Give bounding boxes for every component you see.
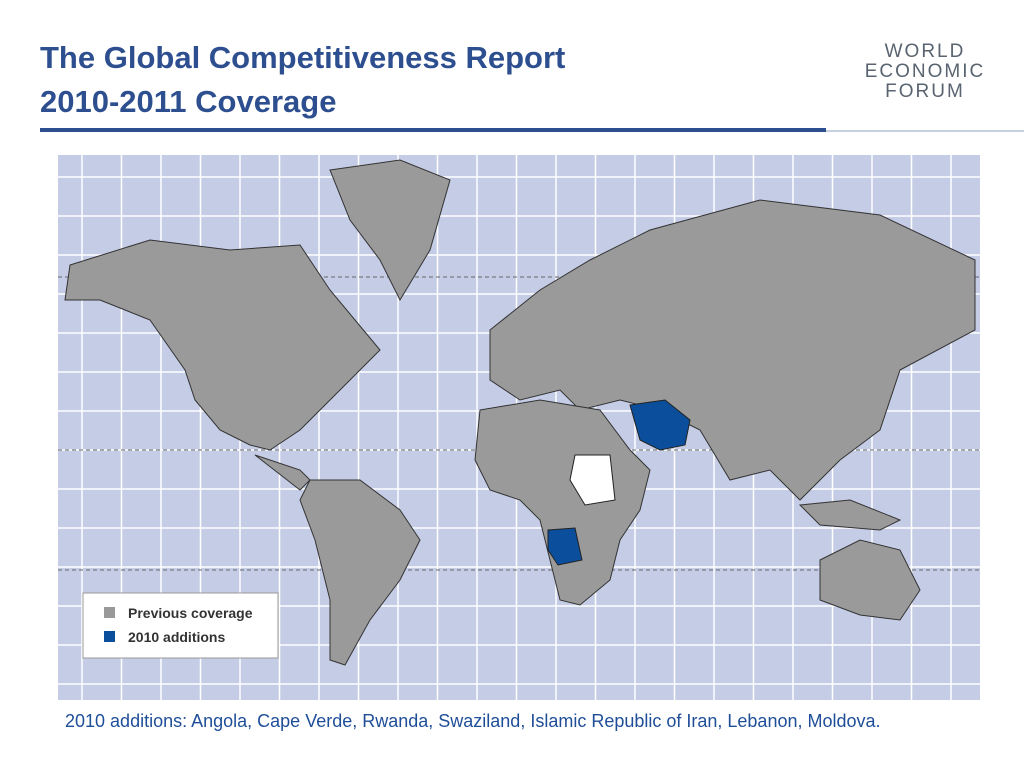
title-line: The Global Competitiveness Report bbox=[40, 40, 566, 75]
legend-swatch bbox=[104, 607, 115, 618]
legend-label: Previous coverage bbox=[128, 605, 253, 621]
logo-line: ECONOMIC bbox=[864, 61, 986, 82]
map-layer: Previous coverage 2010 additions bbox=[40, 128, 1024, 700]
legend-label: 2010 additions bbox=[128, 629, 225, 645]
title-line: 2010-2011 Coverage bbox=[40, 84, 337, 119]
legend-swatch bbox=[104, 631, 115, 642]
angola bbox=[547, 527, 583, 566]
logo-line: WORLD bbox=[884, 41, 966, 62]
caption: 2010 additions: Angola, Cape Verde, Rwan… bbox=[65, 711, 881, 731]
iran bbox=[629, 399, 691, 451]
uncovered bbox=[569, 454, 616, 506]
land bbox=[64, 159, 976, 666]
legend-box bbox=[82, 592, 279, 659]
logo-line: FORUM bbox=[885, 81, 965, 102]
title: The Global Competitiveness Report 2010-2… bbox=[40, 36, 565, 124]
logo: WORLD ECONOMIC FORUM bbox=[862, 42, 988, 102]
